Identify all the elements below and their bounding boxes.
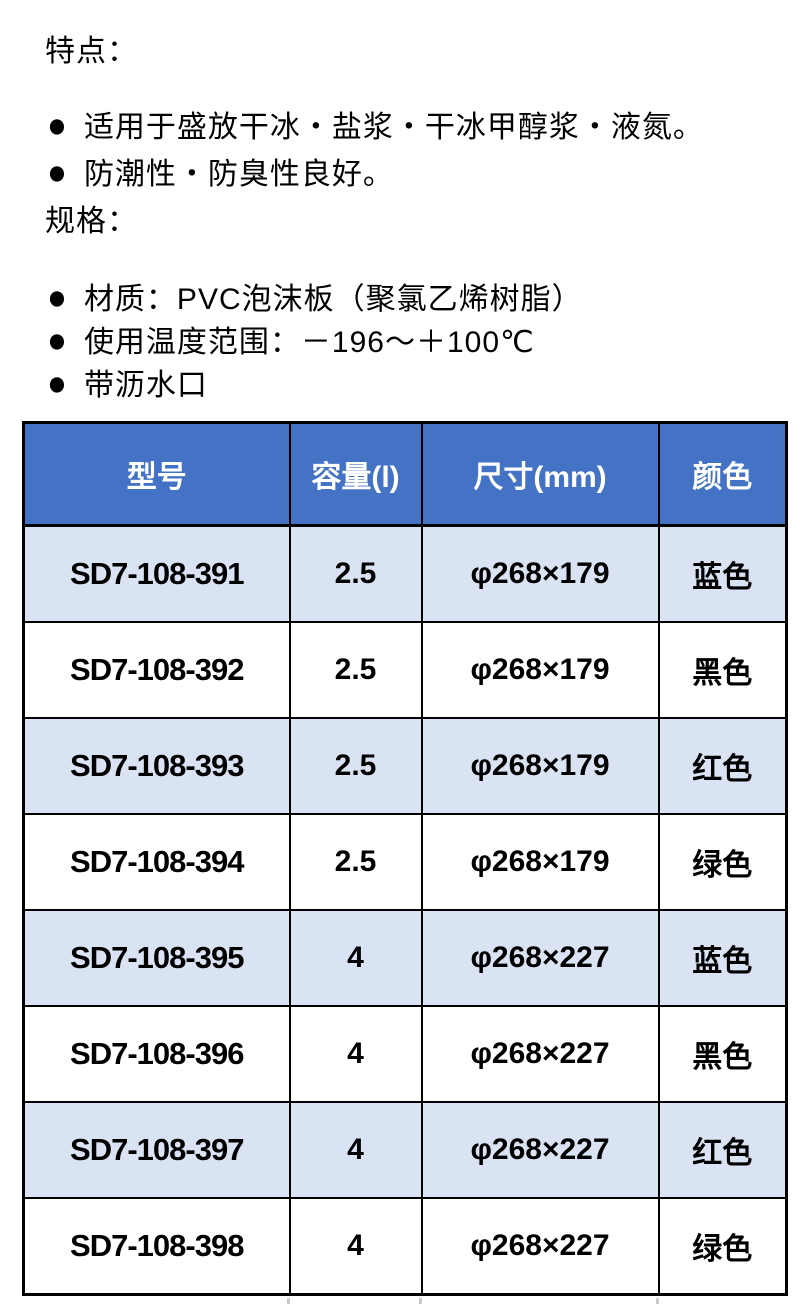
cell-model: SD7-108-397 bbox=[22, 1101, 291, 1199]
column-header-model: 型号 bbox=[22, 421, 291, 527]
cell-model: SD7-108-391 bbox=[22, 524, 291, 623]
cell-model: SD7-108-392 bbox=[22, 621, 291, 719]
cell-capacity: 4 bbox=[288, 909, 423, 1007]
cell-color: 蓝色 bbox=[657, 524, 788, 623]
column-header-size: 尺寸(mm) bbox=[420, 421, 660, 527]
table-row: SD7-108-397 4 φ268×227 红色 bbox=[22, 1101, 788, 1199]
cell-capacity: 4 bbox=[288, 1197, 423, 1296]
spec-item-text: 带沥水口 bbox=[83, 369, 208, 402]
cell-size: φ268×179 bbox=[420, 717, 660, 815]
table-row: SD7-108-398 4 φ268×227 绿色 bbox=[22, 1197, 788, 1296]
bullet-icon: ● bbox=[47, 362, 67, 402]
bullet-icon: ● bbox=[47, 319, 67, 359]
cell-color: 绿色 bbox=[657, 813, 788, 911]
feature-item-text: 防潮性・防臭性良好。 bbox=[83, 158, 394, 191]
features-heading: 特点： bbox=[45, 35, 138, 68]
cell-color: 黑色 bbox=[657, 621, 788, 719]
cell-size: φ268×227 bbox=[420, 909, 660, 1007]
divider bbox=[656, 1298, 659, 1304]
divider bbox=[419, 1298, 422, 1304]
feature-item: ● 防潮性・防臭性良好。 bbox=[47, 149, 394, 193]
column-header-color: 颜色 bbox=[657, 421, 788, 527]
cell-color: 红色 bbox=[657, 717, 788, 815]
cell-size: φ268×179 bbox=[420, 813, 660, 911]
cell-capacity: 2.5 bbox=[288, 524, 423, 623]
cell-size: φ268×179 bbox=[420, 621, 660, 719]
cell-capacity: 4 bbox=[288, 1101, 423, 1199]
cell-size: φ268×227 bbox=[420, 1101, 660, 1199]
product-spec-table: 型号 容量(l) 尺寸(mm) 颜色 SD7-108-391 2.5 φ268×… bbox=[22, 421, 788, 1296]
table-row: SD7-108-393 2.5 φ268×179 红色 bbox=[22, 717, 788, 815]
bullet-icon: ● bbox=[47, 104, 67, 144]
cell-model: SD7-108-394 bbox=[22, 813, 291, 911]
divider bbox=[287, 1298, 290, 1304]
spec-item-text: 使用温度范围：－196～＋100℃ bbox=[83, 326, 535, 359]
column-header-capacity: 容量(l) bbox=[288, 421, 423, 527]
table-header-row: 型号 容量(l) 尺寸(mm) 颜色 bbox=[22, 421, 788, 527]
cell-size: φ268×179 bbox=[420, 524, 660, 623]
feature-item: ● 适用于盛放干冰・盐浆・干冰甲醇浆・液氮。 bbox=[47, 102, 704, 146]
table-row: SD7-108-395 4 φ268×227 蓝色 bbox=[22, 909, 788, 1007]
cell-capacity: 4 bbox=[288, 1005, 423, 1103]
cell-capacity: 2.5 bbox=[288, 813, 423, 911]
cell-color: 蓝色 bbox=[657, 909, 788, 1007]
cell-model: SD7-108-395 bbox=[22, 909, 291, 1007]
spec-item: ● 使用温度范围：－196～＋100℃ bbox=[47, 317, 535, 361]
spec-item: ● 带沥水口 bbox=[47, 360, 208, 404]
feature-item-text: 适用于盛放干冰・盐浆・干冰甲醇浆・液氮。 bbox=[83, 111, 704, 144]
bullet-icon: ● bbox=[47, 276, 67, 316]
cell-capacity: 2.5 bbox=[288, 717, 423, 815]
table-row: SD7-108-391 2.5 φ268×179 蓝色 bbox=[22, 524, 788, 623]
table-row: SD7-108-392 2.5 φ268×179 黑色 bbox=[22, 621, 788, 719]
table-row: SD7-108-394 2.5 φ268×179 绿色 bbox=[22, 813, 788, 911]
spec-item-text: 材质：PVC泡沫板（聚氯乙烯树脂） bbox=[83, 283, 583, 316]
cell-model: SD7-108-393 bbox=[22, 717, 291, 815]
cell-size: φ268×227 bbox=[420, 1197, 660, 1296]
specs-heading: 规格： bbox=[45, 205, 138, 238]
bullet-icon: ● bbox=[47, 151, 67, 191]
cell-capacity: 2.5 bbox=[288, 621, 423, 719]
table-row: SD7-108-396 4 φ268×227 黑色 bbox=[22, 1005, 788, 1103]
cell-color: 黑色 bbox=[657, 1005, 788, 1103]
cell-size: φ268×227 bbox=[420, 1005, 660, 1103]
cell-color: 绿色 bbox=[657, 1197, 788, 1296]
cell-color: 红色 bbox=[657, 1101, 788, 1199]
cell-model: SD7-108-396 bbox=[22, 1005, 291, 1103]
cell-model: SD7-108-398 bbox=[22, 1197, 291, 1296]
spec-item: ● 材质：PVC泡沫板（聚氯乙烯树脂） bbox=[47, 274, 583, 318]
